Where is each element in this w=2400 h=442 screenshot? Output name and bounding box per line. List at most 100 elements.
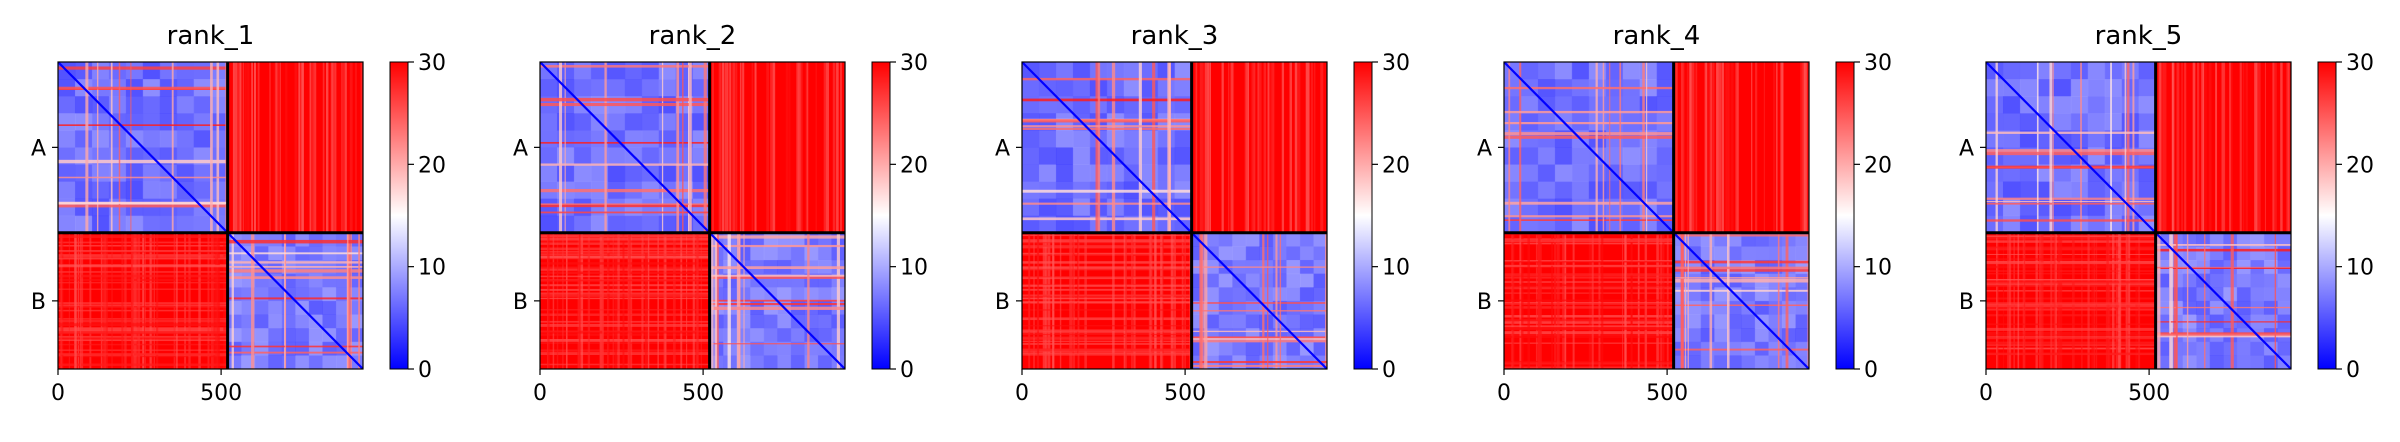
interchain-stripe — [1022, 266, 1192, 269]
interchain-stripe — [58, 302, 228, 305]
intrachain-cell — [1504, 96, 1522, 114]
interchain-stripe — [1125, 232, 1127, 369]
interchain-stripe — [58, 339, 228, 342]
flexible-col — [676, 62, 680, 233]
intrachain-cell — [658, 147, 677, 165]
flexible-row — [58, 124, 228, 126]
intrachain-cell — [210, 181, 229, 200]
intrachain-cell — [2104, 215, 2123, 234]
intrachain-cell — [2209, 273, 2224, 288]
intrachain-cell — [268, 300, 283, 315]
interchain-stripe — [1162, 232, 1164, 369]
y-tick-label: A — [31, 136, 46, 161]
flexible-col — [1709, 232, 1713, 369]
pae-panel-1: rank_1 A B 0 500 0 10 20 30 — [31, 21, 446, 406]
diagonal-line — [58, 62, 229, 234]
interchain-stripe — [1695, 62, 1698, 233]
interchain-stripe — [540, 280, 710, 282]
interchain-stripe — [2107, 232, 2111, 369]
flexible-row — [540, 163, 710, 166]
intrachain-cell — [763, 355, 778, 369]
intrachain-cell — [1174, 164, 1193, 183]
intrachain-cell — [590, 164, 609, 183]
intrachain-cell — [1259, 341, 1274, 356]
flexible-col — [1680, 232, 1684, 369]
interchain-stripe — [806, 62, 809, 233]
flexible-col — [1995, 62, 1998, 233]
flexible-col — [1167, 62, 1171, 233]
intrachain-cell — [1700, 328, 1715, 343]
intrachain-cell — [1622, 62, 1641, 80]
intrachain-cell — [641, 62, 660, 80]
intrachain-cell — [1714, 300, 1729, 315]
intrachain-cell — [193, 62, 212, 80]
flexible-col — [284, 232, 287, 369]
intrachain-cell — [322, 341, 337, 356]
intrachain-cell — [624, 198, 643, 217]
interchain-stripe — [1294, 62, 1298, 233]
intrachain-cell — [1123, 198, 1142, 217]
intrachain-cell — [1795, 246, 1809, 261]
interchain-stripe — [1022, 285, 1192, 287]
interchain-stripe — [1704, 62, 1708, 233]
intrachain-cell — [763, 246, 778, 261]
interchain-stripe — [772, 62, 776, 233]
intrachain-cell — [590, 79, 609, 97]
intrachain-cell — [1232, 246, 1247, 261]
interchain-stripe — [58, 263, 228, 266]
interchain-stripe — [566, 232, 568, 369]
interchain-stripe — [2203, 62, 2207, 233]
intrachain-cell — [1520, 62, 1539, 80]
interchain-stripe — [1022, 333, 1192, 336]
flexible-row — [1504, 86, 1674, 90]
intrachain-cell — [624, 215, 643, 234]
flexible-row — [1986, 200, 2156, 203]
flexible-row — [227, 345, 363, 348]
intrachain-cell — [2121, 113, 2140, 131]
colorbar-tick-label: 0 — [2346, 358, 2360, 383]
flexible-row — [709, 266, 845, 270]
pae-panel-5: rank_5 A B 0 500 0 10 20 30 — [1959, 21, 2374, 406]
intrachain-cell — [624, 164, 643, 183]
intrachain-cell — [1656, 181, 1675, 200]
intrachain-cell — [2053, 164, 2072, 183]
intrachain-cell — [1072, 79, 1091, 97]
flexible-row — [2155, 334, 2291, 338]
interchain-stripe — [1504, 233, 1674, 236]
intrachain-cell — [58, 96, 76, 114]
colorbar-tick-label: 10 — [2346, 256, 2374, 281]
interchain-stripe — [602, 232, 605, 369]
intrachain-cell — [58, 113, 76, 131]
interchain-stripe — [540, 271, 710, 274]
interchain-stripe — [2245, 62, 2248, 233]
interchain-stripe — [540, 338, 710, 342]
interchain-stripe — [253, 62, 256, 233]
intrachain-cell — [817, 328, 832, 343]
intrachain-cell — [1157, 147, 1176, 165]
intrachain-cell — [2236, 287, 2251, 302]
interchain-stripe — [2256, 62, 2258, 233]
intrachain-cell — [1554, 181, 1573, 200]
interchain-stripe — [2087, 232, 2090, 369]
interchain-stripe — [105, 232, 108, 369]
intrachain-cell — [1038, 130, 1057, 148]
intrachain-cell — [1106, 198, 1125, 217]
interchain-stripe — [1072, 232, 1074, 369]
colorbar — [389, 61, 409, 370]
interchain-stripe — [1022, 276, 1192, 280]
interchain-stripe — [1022, 348, 1192, 352]
interchain-stripe — [1504, 261, 1674, 263]
intrachain-cell — [2053, 79, 2072, 97]
flexible-row — [227, 297, 363, 300]
intrachain-cell — [2250, 232, 2265, 247]
intrachain-cell — [2019, 130, 2038, 148]
interchain-stripe — [2138, 232, 2141, 369]
interchain-stripe — [2229, 62, 2231, 233]
intrachain-cell — [2121, 215, 2140, 234]
intrachain-cell — [281, 341, 296, 356]
colorbar-tick-label: 30 — [1382, 51, 1410, 76]
intrachain-cell — [624, 62, 643, 80]
intrachain-cell — [2209, 341, 2224, 356]
intrachain-cell — [125, 96, 144, 114]
intrachain-cell — [210, 130, 229, 148]
